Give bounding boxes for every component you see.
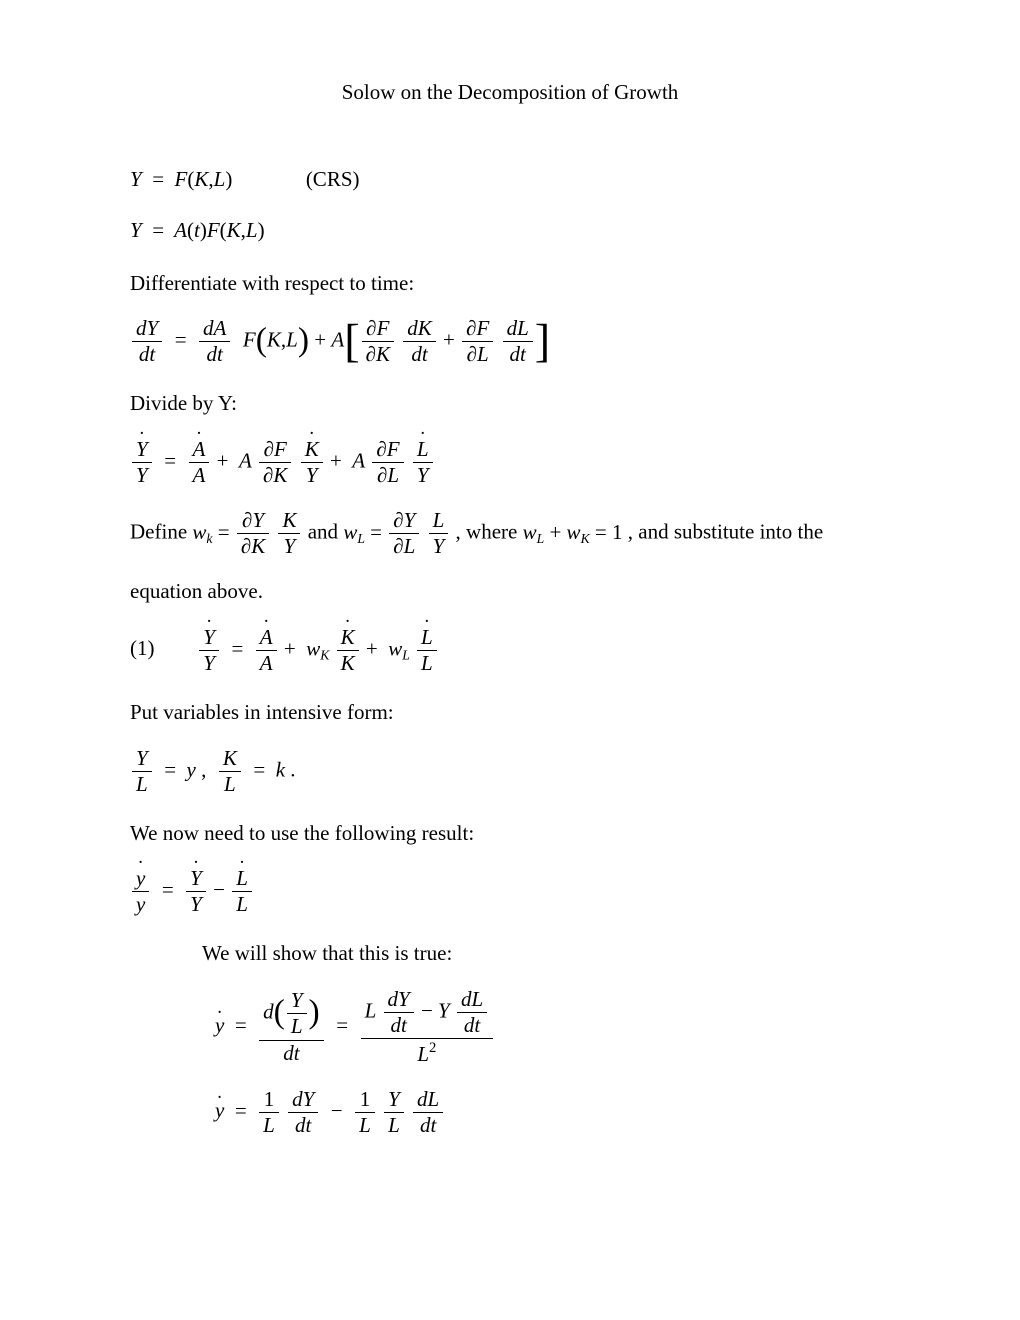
text-define: Define wk = ∂Y∂K KY and wL = ∂Y∂L LY , w… [130, 509, 890, 558]
eq-ratio-result: yy = YY − LL [130, 867, 890, 916]
eq-1: (1) YY = AA + wK KK + wL LL [130, 626, 890, 675]
eq-production-fn: Y = F(K,L) (CRS) [130, 165, 890, 194]
doc-title: Solow on the Decomposition of Growth [130, 80, 890, 105]
sym-Y: Y [130, 167, 142, 191]
eq-quotient-rule: y = d(YL) dt = L dYdt − Y dLdt L2 [130, 988, 890, 1066]
eq-intensive-defs: YL = y , KL = k . [130, 747, 890, 796]
eq-number-1: (1) [130, 634, 192, 663]
crs-label: (CRS) [306, 167, 360, 191]
eq-divided: YY = AA + A ∂F∂K KY + A ∂F∂L LY [130, 438, 890, 487]
eq-tech-production: Y = A(t)F(K,L) [130, 216, 890, 245]
eq-ydot-expanded: y = 1L dYdt − 1L YL dLdt [130, 1088, 890, 1137]
text-differentiate: Differentiate with respect to time: [130, 268, 890, 300]
eq-deriv: dYdt = dAdt F(K,L) + A[∂F∂K dKdt + ∂F∂L … [130, 317, 890, 366]
text-show-true: We will show that this is true: [130, 938, 890, 970]
text-eq-above: equation above. [130, 576, 890, 608]
text-intensive: Put variables in intensive form: [130, 697, 890, 729]
text-divide: Divide by Y: [130, 388, 890, 420]
page: Solow on the Decomposition of Growth Y =… [0, 0, 1020, 1219]
text-need-result: We now need to use the following result: [130, 818, 890, 850]
